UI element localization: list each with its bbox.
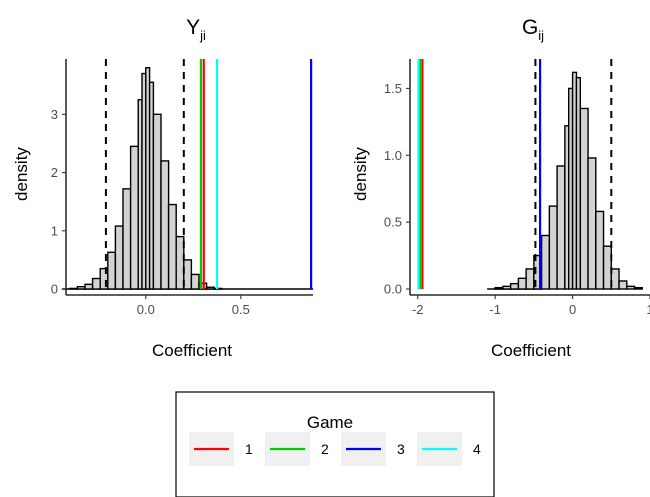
histogram-bar xyxy=(129,145,139,290)
histogram-bar xyxy=(84,283,94,290)
legend-label: 4 xyxy=(473,441,481,457)
legend-label: 3 xyxy=(397,441,405,457)
histogram-bar xyxy=(525,268,535,290)
histogram-bar xyxy=(556,165,566,290)
histogram-bar xyxy=(107,251,117,290)
histogram-bar xyxy=(69,287,79,290)
y-tick-label: 1.0 xyxy=(384,148,402,163)
legend-item-1: 1 xyxy=(189,432,253,466)
histogram-bar xyxy=(114,225,124,290)
y-axis-title: density xyxy=(12,147,31,201)
histogram-bar xyxy=(509,282,520,290)
legend-label: 1 xyxy=(245,441,253,457)
histogram-bar xyxy=(548,205,558,290)
histogram-bar xyxy=(122,188,132,290)
histogram-bar xyxy=(175,235,185,290)
y-axis-title: density xyxy=(351,147,370,201)
panel-title-subscript: ji xyxy=(199,28,206,43)
panel-plot-area: 0 1 2 3 0.0 0.5 xyxy=(51,59,314,317)
histogram-bar xyxy=(618,280,628,290)
legend-title: Game xyxy=(307,413,353,432)
histogram-bar xyxy=(76,285,86,290)
histogram-bar xyxy=(540,234,551,290)
histogram-bar xyxy=(205,286,215,290)
x-tick-label: -2 xyxy=(412,302,424,317)
x-tick-label: -1 xyxy=(489,302,501,317)
histogram-bar xyxy=(626,285,636,290)
panel-title: Gij xyxy=(522,16,544,43)
histogram-bar xyxy=(602,245,612,290)
chart-panel-y-ji: Yji 0 1 2 3 0.0 0.5 Coefficient density xyxy=(12,16,314,360)
histogram-bar xyxy=(190,273,200,290)
x-axis-title: Coefficient xyxy=(152,341,232,360)
histogram-bar xyxy=(595,210,605,290)
x-tick-label: 0.5 xyxy=(232,302,250,317)
legend-items: 1 2 3 4 xyxy=(189,432,481,466)
panel-plot-area: 0.0 0.5 1.0 1.5 -2 -1 0 1 xyxy=(384,59,650,317)
y-tick-label: 1 xyxy=(51,223,58,238)
panel-title-main: Y xyxy=(186,16,200,39)
y-tick-label: 0.0 xyxy=(384,282,402,297)
histogram-bar xyxy=(633,286,643,290)
x-tick-label: 1 xyxy=(646,302,650,317)
x-tick-label: 0.0 xyxy=(137,302,155,317)
histogram-bar xyxy=(610,268,620,290)
y-tick-label: 1.5 xyxy=(384,81,402,96)
legend: Game 1 2 3 4 xyxy=(175,391,495,497)
chart-panel-g-ij: Gij 0.0 0.5 1.0 1.5 -2 -1 0 1 Coefficient densi… xyxy=(351,16,650,360)
legend-label: 2 xyxy=(321,441,329,457)
y-tick-label: 3 xyxy=(51,107,58,122)
panel-title-subscript: ij xyxy=(538,28,544,43)
histogram-bar xyxy=(494,286,504,290)
histogram-bar xyxy=(183,259,193,290)
histogram-bar xyxy=(517,277,527,290)
histogram-bar xyxy=(502,285,512,290)
y-tick-label: 0.5 xyxy=(384,215,402,230)
panel-title-main: G xyxy=(522,16,538,39)
legend-item-3: 3 xyxy=(341,432,405,466)
histogram-bar xyxy=(167,203,177,290)
legend-item-2: 2 xyxy=(265,432,329,466)
y-tick-label: 2 xyxy=(51,165,58,180)
panel-title: Yji xyxy=(186,16,206,43)
histogram-bar xyxy=(160,160,170,290)
histogram-bar xyxy=(587,157,597,290)
y-tick-label: 0 xyxy=(51,282,58,297)
histogram-bar xyxy=(579,107,589,290)
histogram-bar xyxy=(152,113,162,290)
x-tick-label: 0 xyxy=(569,302,576,317)
x-axis-title: Coefficient xyxy=(491,341,571,360)
histogram-bar xyxy=(91,277,101,290)
legend-item-4: 4 xyxy=(417,432,481,466)
